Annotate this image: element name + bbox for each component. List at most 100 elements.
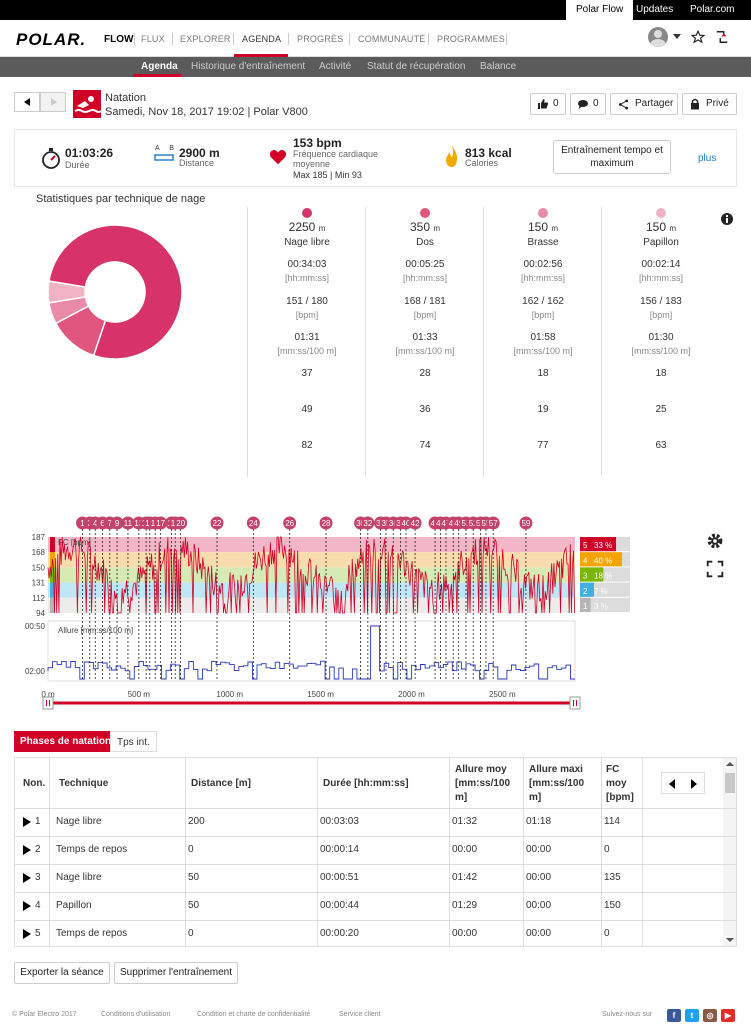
scroll-down-icon[interactable] xyxy=(726,937,734,943)
youtube-icon[interactable]: ▶ xyxy=(721,1009,735,1022)
expand-row-icon[interactable] xyxy=(22,845,32,855)
lap-marker-9[interactable]: 9 xyxy=(110,516,124,530)
header-max-pace: Allure maxi [mm:ss/100 m] xyxy=(529,764,585,803)
delete-training-button[interactable]: Supprimer l'entraînement xyxy=(114,962,238,984)
subnav-recuperation[interactable]: Statut de récupération xyxy=(367,61,466,72)
pie-slice-4[interactable] xyxy=(47,280,87,304)
chart-settings-button[interactable] xyxy=(704,530,726,552)
nav-progres[interactable]: PROGRÈS xyxy=(297,34,344,44)
technique-color-dot xyxy=(420,208,430,218)
topbar-updates-link[interactable]: Updates xyxy=(636,4,674,15)
topbar-polar-com-link[interactable]: Polar.com xyxy=(690,4,735,15)
tab-laps[interactable]: Tps int. xyxy=(110,731,157,752)
info-button[interactable] xyxy=(717,209,737,229)
export-session-button[interactable]: Exporter la séance xyxy=(14,962,110,984)
footer-terms-link[interactable]: Conditions d'utilisation xyxy=(101,1011,171,1018)
row-max-pace: 00:00 xyxy=(526,872,552,883)
more-link[interactable]: plus xyxy=(698,153,717,164)
chevron-down-icon[interactable] xyxy=(673,34,681,40)
subnav-agenda[interactable]: Agenda xyxy=(141,61,178,72)
lap-marker-label: 1 xyxy=(80,519,85,528)
main-nav: POLAR. FLOW FLUX EXPLORER AGENDA PROGRÈS… xyxy=(0,20,751,57)
column-right-button[interactable] xyxy=(688,778,700,790)
privacy-button[interactable]: Privé xyxy=(682,93,737,115)
scroll-up-icon[interactable] xyxy=(726,761,734,767)
table-row[interactable]: 5 Temps de repos 0 00:00:20 00:00 00:00 0 xyxy=(15,920,723,946)
table-row[interactable]: 3 Nage libre 50 00:00:51 01:42 00:00 135 xyxy=(15,864,723,892)
technique-distance-unit: m xyxy=(551,224,559,233)
zone-number: 4 xyxy=(583,556,588,565)
nav-explorer[interactable]: EXPLORER xyxy=(180,34,231,44)
scrollbar-thumb[interactable] xyxy=(725,773,735,793)
row-distance: 0 xyxy=(188,844,194,855)
technique-stat-3: 77 xyxy=(537,440,549,451)
polar-logo[interactable]: POLAR. xyxy=(16,30,87,49)
lap-marker-26[interactable]: 26 xyxy=(283,516,297,530)
table-row[interactable]: 2 Temps de repos 0 00:00:14 00:00 00:00 0 xyxy=(15,836,723,864)
column-left-button[interactable] xyxy=(666,778,678,790)
unit-hr: [bpm] xyxy=(413,310,437,320)
expand-row-icon[interactable] xyxy=(22,929,32,939)
nav-programmes[interactable]: PROGRAMMES xyxy=(437,34,506,44)
subnav-balance[interactable]: Balance xyxy=(480,61,517,72)
training-benefit-button[interactable]: Entraînement tempo et maximum xyxy=(553,140,671,174)
lap-marker-59[interactable]: 59 xyxy=(519,516,533,530)
technique-distance: 150 m xyxy=(602,220,720,234)
topbar-polar-flow-link[interactable]: Polar Flow xyxy=(566,0,634,20)
expand-row-icon[interactable] xyxy=(22,817,32,827)
flow-label: FLOW xyxy=(104,34,134,45)
facebook-icon[interactable]: f xyxy=(667,1009,681,1022)
next-session-button[interactable] xyxy=(40,92,66,112)
expand-row-icon[interactable] xyxy=(22,901,32,911)
instagram-icon[interactable]: ◎ xyxy=(703,1009,717,1022)
table-row[interactable]: 1 Nage libre 200 00:03:03 01:32 01:18 114 xyxy=(15,808,723,836)
technique-stat-2: 49 xyxy=(301,404,313,415)
lap-marker-11[interactable]: 11 xyxy=(121,516,135,530)
row-technique: Papillon xyxy=(56,900,92,911)
lock-icon xyxy=(691,98,699,110)
lap-marker-24[interactable]: 24 xyxy=(246,516,260,530)
technique-name: Papillon xyxy=(643,237,679,248)
footer-privacy-link[interactable]: Condition et charte de confidentialité xyxy=(197,1011,311,1018)
lap-marker-17[interactable]: 17 xyxy=(154,516,168,530)
share-button[interactable]: Partager xyxy=(610,93,678,115)
like-button[interactable]: 0 xyxy=(530,93,566,115)
fullscreen-button[interactable] xyxy=(704,558,726,580)
twitter-icon[interactable]: t xyxy=(685,1009,699,1022)
hr-label-line2: moyenne xyxy=(293,159,331,169)
technique-name: Nage libre xyxy=(284,237,330,248)
table-scrollbar[interactable] xyxy=(723,758,736,946)
lap-marker-22[interactable]: 22 xyxy=(210,516,224,530)
lap-marker-57[interactable]: 57 xyxy=(486,516,500,530)
star-icon[interactable] xyxy=(691,30,705,44)
row-distance: 0 xyxy=(188,928,194,939)
duration-label: Durée xyxy=(65,160,90,170)
lap-marker-42[interactable]: 42 xyxy=(408,516,422,530)
nav-flux[interactable]: FLUX xyxy=(141,34,165,44)
comment-button[interactable]: 0 xyxy=(570,93,606,115)
subnav-activite[interactable]: Activité xyxy=(319,61,352,72)
nav-communaute[interactable]: COMMUNAUTÉ xyxy=(358,34,426,44)
x-tick-label: 2500 m xyxy=(489,690,516,699)
footer-service-link[interactable]: Service client xyxy=(339,1011,381,1018)
tab-swim-phases[interactable]: Phases de natation xyxy=(14,731,118,752)
lap-marker-20[interactable]: 20 xyxy=(174,516,188,530)
previous-session-button[interactable] xyxy=(14,92,40,112)
calories-label: Calories xyxy=(465,158,499,168)
sync-icon[interactable] xyxy=(715,30,729,44)
x-tick-label: 1000 m xyxy=(216,690,243,699)
lap-marker-40[interactable]: 40 xyxy=(399,516,413,530)
range-handle-right[interactable] xyxy=(569,696,581,710)
user-avatar[interactable] xyxy=(648,27,668,47)
lap-marker-28[interactable]: 28 xyxy=(319,516,333,530)
pie-slice-1[interactable] xyxy=(48,224,183,360)
row-duration: 00:03:03 xyxy=(320,816,359,827)
lap-marker-32[interactable]: 32 xyxy=(361,516,375,530)
range-handle-left[interactable] xyxy=(42,696,54,710)
nav-agenda[interactable]: AGENDA xyxy=(242,34,282,44)
lap-marker-label: 9 xyxy=(115,519,120,528)
expand-row-icon[interactable] xyxy=(22,873,32,883)
table-row[interactable]: 4 Papillon 50 00:00:44 01:29 00:00 150 xyxy=(15,892,723,920)
subnav-historique[interactable]: Historique d'entraînement xyxy=(191,61,306,72)
technique-time: 00:02:56 xyxy=(523,259,563,270)
